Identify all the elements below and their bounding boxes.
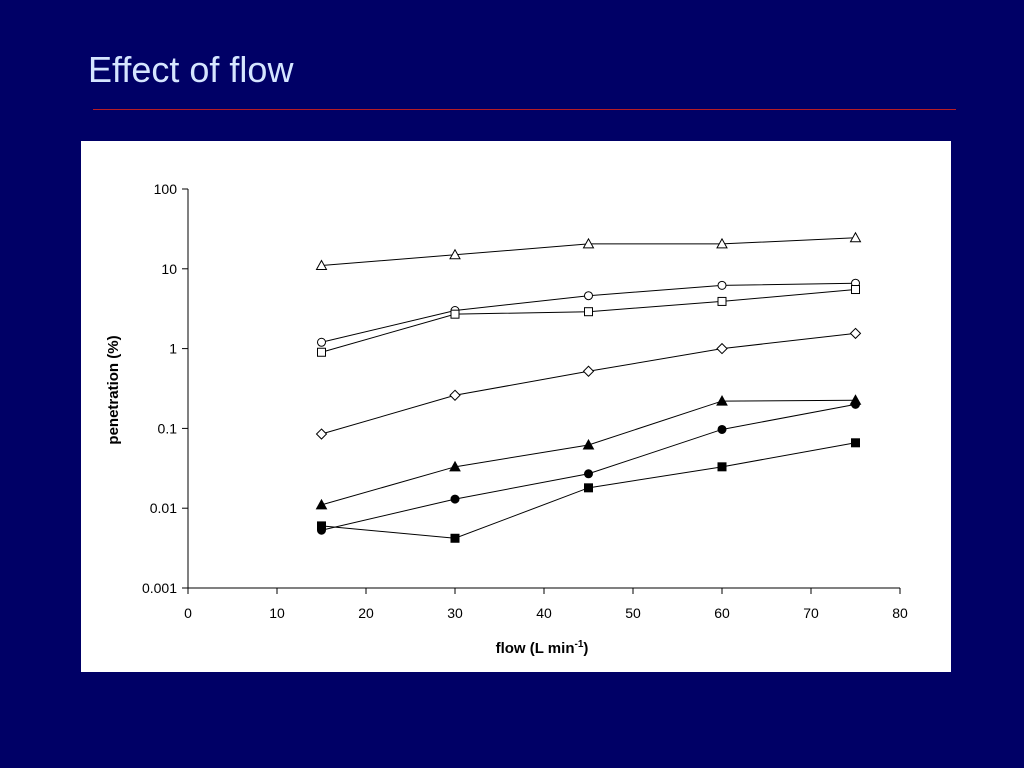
data-point-circle (450, 494, 460, 504)
data-point-square (450, 309, 460, 319)
data-point-diamond (849, 327, 862, 340)
data-point-triangle (582, 438, 595, 450)
title-divider (93, 109, 956, 110)
x-tick-label: 0 (184, 605, 192, 621)
y-tick-label: 0.001 (142, 580, 177, 596)
series-lines (321, 237, 856, 539)
data-point-triangle (716, 395, 728, 406)
data-point-circle (851, 399, 860, 409)
slide-title: Effect of flow (88, 49, 294, 90)
data-point-square (317, 347, 326, 357)
data-point-triangle (449, 460, 461, 472)
x-tick-label: 10 (269, 605, 285, 621)
penetration-vs-flow-chart: 0 10 20 30 40 50 60 70 80 0.001 0.01 0.1 1 10 100 pene… (105, 181, 908, 657)
data-point-square (851, 285, 860, 295)
x-axis-title: flow (L min-1) (496, 639, 589, 657)
data-point-triangle (449, 248, 461, 260)
data-point-diamond (449, 389, 461, 401)
x-tick-label: 80 (892, 605, 908, 621)
y-axis-title: penetration (%) (105, 335, 122, 444)
x-tick-label: 50 (625, 605, 641, 621)
data-point-square (717, 296, 727, 306)
x-axis-title-superscript: -1 (574, 639, 583, 650)
x-axis-title-suffix: ) (583, 640, 588, 657)
data-point-circle (584, 469, 593, 479)
y-tick-label: 1 (169, 341, 177, 357)
data-point-square (584, 307, 593, 317)
chart-panel: 0 10 20 30 40 50 60 70 80 0.001 0.01 0.1 1 10 100 pene… (81, 141, 951, 672)
data-point-circle (584, 291, 593, 301)
data-point-triangle (315, 498, 328, 510)
y-tick-label: 0.1 (158, 420, 178, 436)
data-point-diamond (315, 428, 328, 440)
data-point-square (450, 533, 460, 543)
y-tick-label: 10 (161, 261, 177, 277)
x-axis-title-main: flow (L min (496, 640, 575, 657)
y-tick-label: 0.01 (150, 500, 177, 516)
data-point-triangle (315, 259, 328, 270)
x-tick-label: 20 (358, 605, 374, 621)
y-tick-label: 100 (154, 181, 178, 197)
x-tick-label: 60 (714, 605, 730, 621)
data-point-circle (317, 337, 326, 347)
data-point-diamond (716, 342, 728, 355)
data-point-triangle (582, 237, 595, 249)
data-point-square (717, 462, 727, 472)
x-tick-label: 40 (536, 605, 552, 621)
data-point-circle (717, 280, 727, 290)
data-point-square (851, 438, 860, 448)
series-line-filled-circle (321, 403, 856, 531)
data-point-square (317, 521, 326, 531)
series-markers (315, 231, 862, 543)
data-point-triangle (716, 237, 728, 249)
data-point-diamond (582, 365, 595, 377)
data-point-circle (717, 424, 727, 434)
data-point-square (584, 483, 593, 493)
x-tick-label: 30 (447, 605, 463, 621)
axes: 0 10 20 30 40 50 60 70 80 0.001 0.01 0.1 1 10 100 (142, 181, 908, 621)
x-tick-label: 70 (803, 605, 819, 621)
data-point-triangle (849, 231, 862, 243)
